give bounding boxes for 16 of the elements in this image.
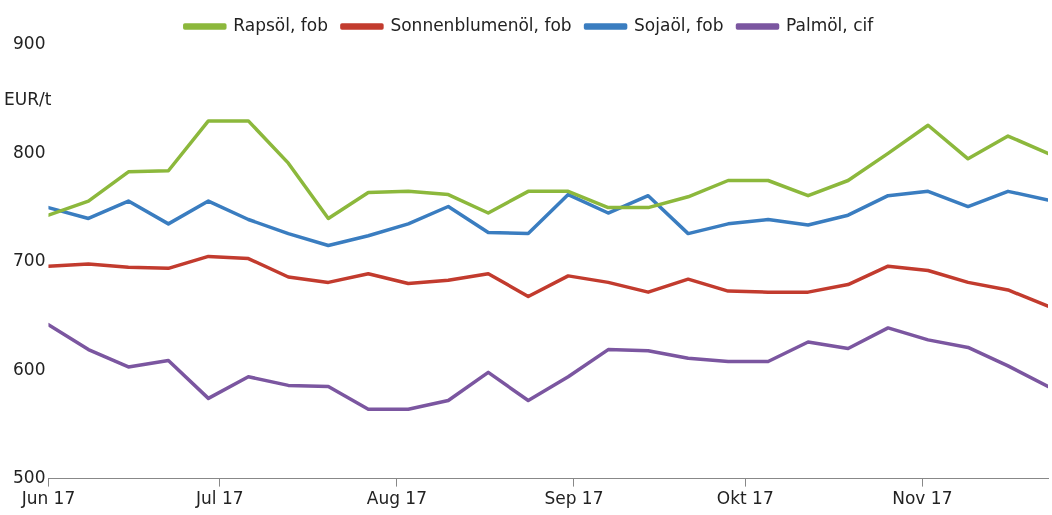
legend-label: Sojaöl, fob — [634, 14, 724, 35]
y-axis-title: EUR/t — [4, 89, 52, 110]
y-tick-label: 900 — [12, 33, 46, 54]
x-tick-label: Jul 17 — [195, 488, 244, 509]
x-tick-label: Okt 17 — [716, 488, 774, 509]
y-tick-label: 800 — [12, 141, 46, 162]
y-tick-label: 500 — [12, 467, 46, 488]
legend-label: Rapsöl, fob — [233, 14, 328, 35]
x-tick-label: Sep 17 — [544, 488, 604, 509]
legend-label: Sonnenblumenöl, fob — [390, 14, 572, 35]
x-tick-label: Aug 17 — [366, 488, 427, 509]
x-tick-label: Nov 17 — [892, 488, 953, 509]
x-tick-label: Jun 17 — [20, 488, 76, 509]
y-tick-label: 700 — [12, 250, 46, 271]
y-tick-label: 600 — [12, 358, 46, 379]
legend-label: Palmöl, cif — [786, 14, 875, 35]
